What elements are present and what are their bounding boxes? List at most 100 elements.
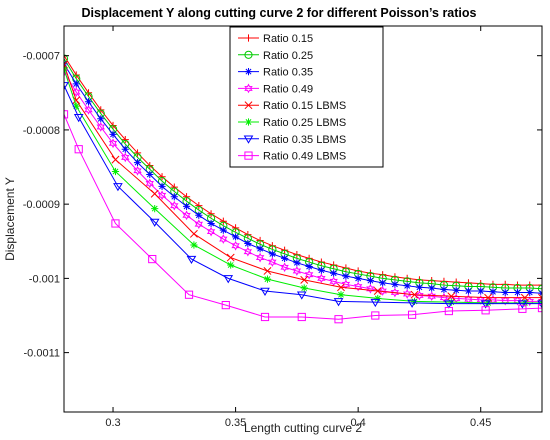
data-point <box>207 210 215 218</box>
data-point <box>501 288 509 297</box>
series-layer <box>64 52 542 324</box>
data-point <box>300 284 308 292</box>
data-point <box>366 277 375 285</box>
data-point <box>260 312 270 322</box>
legend-label: Ratio 0.49 <box>263 83 313 95</box>
data-point <box>150 189 159 198</box>
data-point <box>231 240 240 251</box>
data-point <box>410 290 419 299</box>
data-point <box>72 80 80 88</box>
legend-entry: Ratio 0.25 LBMS <box>238 117 346 129</box>
legend-label: Ratio 0.35 LBMS <box>263 134 346 146</box>
data-point <box>280 262 289 273</box>
data-point <box>244 151 253 160</box>
data-point <box>108 138 118 149</box>
data-point <box>464 287 473 295</box>
legend-entry: Ratio 0.15 LBMS <box>238 100 346 112</box>
data-point <box>374 294 382 303</box>
data-point <box>207 219 215 228</box>
data-point <box>219 217 227 225</box>
data-point <box>513 295 522 306</box>
data-point <box>158 182 166 190</box>
x-tick-label: 0.3 <box>105 417 120 429</box>
data-point <box>263 267 272 275</box>
legend-label: Ratio 0.15 <box>263 33 313 45</box>
data-point <box>190 241 198 249</box>
data-point <box>244 101 253 110</box>
data-point <box>243 135 254 144</box>
data-point <box>184 290 194 299</box>
data-point <box>410 297 419 305</box>
data-point <box>373 287 382 295</box>
data-point <box>330 269 338 277</box>
data-point <box>111 155 120 164</box>
data-point <box>518 304 527 313</box>
data-point <box>537 284 542 293</box>
series-ratio-0-49-lbms <box>64 110 542 324</box>
data-point <box>182 210 191 221</box>
data-point <box>293 259 301 267</box>
data-point <box>231 233 240 241</box>
data-point <box>513 288 522 297</box>
series-ratio-0-15-lbms <box>64 60 542 302</box>
series-line <box>64 55 542 286</box>
data-point <box>133 158 142 167</box>
data-point <box>64 82 69 91</box>
data-point <box>477 287 485 295</box>
data-point <box>148 254 157 264</box>
data-point <box>304 269 314 280</box>
y-tick-label: -0.001 <box>29 273 60 285</box>
data-point <box>444 306 453 316</box>
data-point <box>329 276 338 287</box>
data-point <box>337 291 345 299</box>
data-point <box>520 293 529 302</box>
data-point <box>170 193 178 201</box>
data-point <box>149 218 160 227</box>
data-point <box>370 298 381 308</box>
data-point <box>121 135 129 144</box>
data-point <box>151 205 159 213</box>
data-point <box>428 284 436 292</box>
data-point <box>481 306 490 315</box>
data-point <box>268 250 276 258</box>
y-tick-label: -0.0009 <box>23 199 60 211</box>
data-point <box>255 252 265 263</box>
legend-label: Ratio 0.25 <box>263 50 313 62</box>
data-point <box>390 287 400 298</box>
data-point <box>219 226 227 234</box>
chart-title: Displacement Y along cutting curve 2 for… <box>81 6 476 20</box>
data-point <box>72 102 80 110</box>
data-point <box>452 286 460 294</box>
legend-entry: Ratio 0.35 <box>238 67 313 79</box>
data-point <box>444 300 454 309</box>
data-point <box>113 183 123 192</box>
data-point <box>402 289 412 299</box>
data-point <box>182 193 191 201</box>
legend-label: Ratio 0.25 LBMS <box>263 117 346 129</box>
data-point <box>538 293 542 302</box>
data-point <box>296 291 307 300</box>
y-tick-label: -0.0007 <box>23 51 60 63</box>
data-point <box>109 130 117 138</box>
data-point <box>337 283 345 292</box>
data-point <box>157 190 167 201</box>
legend-box <box>229 26 384 168</box>
data-point <box>263 275 272 283</box>
data-point <box>244 118 253 126</box>
data-point <box>260 287 270 296</box>
data-point <box>170 183 178 191</box>
data-point <box>447 298 455 306</box>
data-point <box>407 299 417 308</box>
data-point <box>244 83 253 94</box>
series-line <box>64 58 542 290</box>
legend-entry: Ratio 0.15 <box>238 33 313 45</box>
data-point <box>292 266 302 276</box>
data-point <box>526 288 534 297</box>
data-point <box>440 285 448 294</box>
data-point <box>537 296 542 307</box>
data-point <box>243 246 253 257</box>
data-point <box>333 298 344 307</box>
data-point <box>121 152 130 163</box>
data-point <box>517 300 528 309</box>
